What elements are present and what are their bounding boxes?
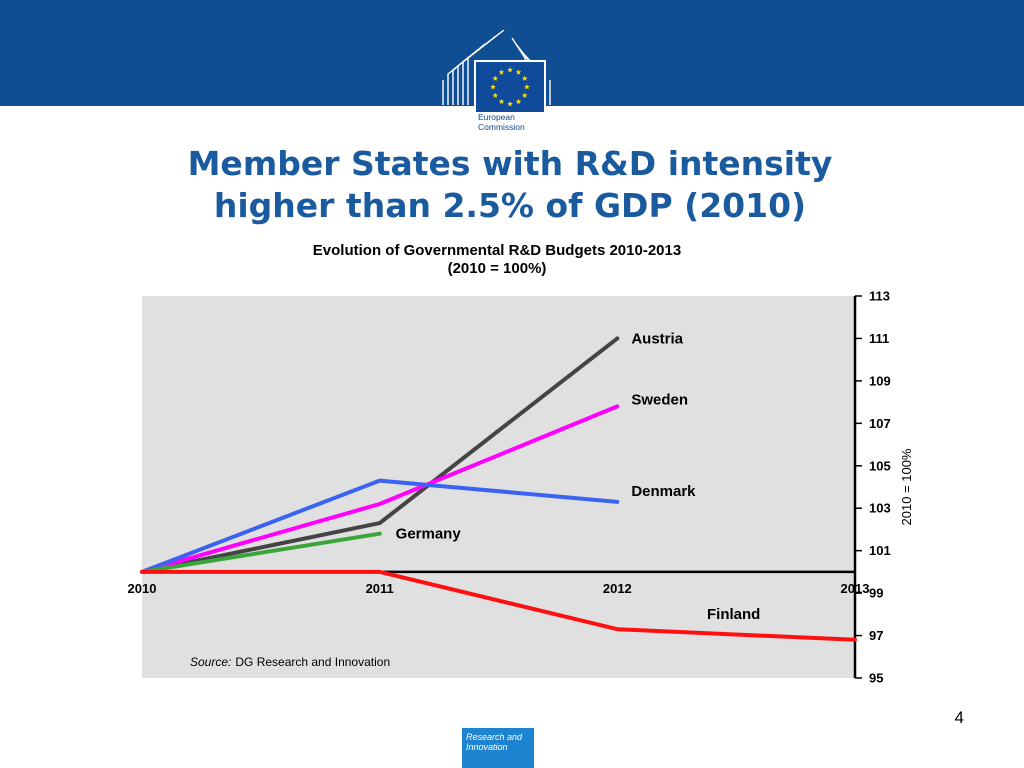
source-text: DG Research and Innovation <box>235 655 390 669</box>
series-line-sweden <box>140 404 620 574</box>
chart-title: Evolution of Governmental R&D Budgets 20… <box>313 242 681 259</box>
footer-label-line1: Research and <box>466 732 523 742</box>
series-label-finland: Finland <box>707 606 760 623</box>
y-tick-label: 97 <box>869 628 883 643</box>
series-line-austria <box>140 336 620 574</box>
eu-star-icon <box>490 84 496 90</box>
series-line-germany <box>140 531 382 574</box>
y-tick-label: 99 <box>869 586 883 601</box>
source-note: Source: DG Research and Innovation <box>190 655 390 669</box>
footer-badge <box>462 728 534 768</box>
logo-text-line2: Commission <box>478 122 525 132</box>
footer-label-line2: Innovation <box>466 742 508 752</box>
eu-star-icon <box>524 84 530 90</box>
eu-star-icon <box>492 75 499 81</box>
page-number: 4 <box>954 708 964 727</box>
y-tick-label: 95 <box>869 671 883 686</box>
logo-wordmark: European Commission <box>478 112 525 132</box>
y-tick-label: 113 <box>869 289 890 304</box>
chart-subtitle: (2010 = 100%) <box>448 260 547 277</box>
series-label-austria: Austria <box>631 330 683 347</box>
y-axis-title: 2010 = 100% <box>899 448 914 525</box>
slide-title: Member States with R&D intensity higher … <box>150 143 870 227</box>
eu-star-icon <box>507 101 513 107</box>
eu-star-icon <box>521 75 528 81</box>
footer-label: Research and Innovation <box>466 732 522 752</box>
eu-star-icon <box>515 98 522 105</box>
y-tick-label: 105 <box>869 458 891 473</box>
x-tick-label: 2011 <box>366 581 394 596</box>
building-lines-left <box>442 30 505 105</box>
eu-star-icon <box>521 92 528 98</box>
x-tick-label: 2012 <box>603 581 632 596</box>
rd-budget-line-chart: Evolution of Governmental R&D Budgets 20… <box>128 242 914 686</box>
series-line-finland <box>140 569 857 642</box>
eu-star-icon <box>498 98 505 105</box>
series-line-denmark <box>140 478 620 574</box>
series-label-denmark: Denmark <box>631 483 696 500</box>
y-tick-label: 109 <box>869 373 891 388</box>
source-label: Source: <box>190 655 231 669</box>
y-tick-label: 107 <box>869 416 891 431</box>
y-tick-label: 103 <box>869 501 891 516</box>
y-tick-label: 101 <box>869 543 891 558</box>
logo-text-line1: European <box>478 112 515 122</box>
y-tick-label: 111 <box>869 331 889 346</box>
plot-area <box>142 296 855 678</box>
slide-title-line2: higher than 2.5% of GDP (2010) <box>213 186 807 225</box>
series-label-sweden: Sweden <box>631 391 688 408</box>
eu-stars <box>490 67 530 107</box>
european-commission-logo <box>442 30 551 142</box>
x-tick-label: 2013 <box>841 581 870 596</box>
eu-star-icon <box>492 92 499 98</box>
slide-title-line1: Member States with R&D intensity <box>187 144 833 183</box>
eu-star-icon <box>507 67 513 73</box>
series-label-germany: Germany <box>396 526 462 543</box>
eu-star-icon <box>515 69 522 75</box>
x-tick-label: 2010 <box>128 581 157 596</box>
eu-star-icon <box>498 69 505 75</box>
